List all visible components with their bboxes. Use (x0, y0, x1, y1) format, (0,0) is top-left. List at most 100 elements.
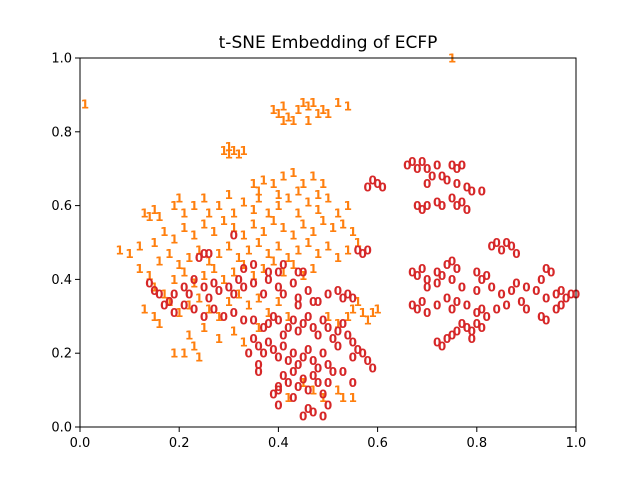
point-class-1: 1 (145, 210, 153, 224)
point-class-1: 1 (309, 96, 317, 110)
point-class-0: 0 (537, 273, 545, 287)
point-class-0: 0 (433, 159, 441, 173)
point-class-0: 0 (453, 295, 461, 309)
y-tick-label: 0.4 (51, 273, 72, 288)
point-class-0: 0 (294, 380, 302, 394)
y-tick-label: 1.0 (51, 52, 72, 67)
point-class-1: 1 (244, 243, 252, 257)
point-class-0: 0 (344, 328, 352, 342)
point-class-0: 0 (230, 229, 238, 243)
point-class-1: 1 (205, 254, 213, 268)
point-class-0: 0 (289, 391, 297, 405)
point-class-0: 0 (264, 317, 272, 331)
point-class-0: 0 (423, 280, 431, 294)
point-class-0: 0 (274, 280, 282, 294)
point-class-1: 1 (279, 170, 287, 184)
point-class-0: 0 (453, 325, 461, 339)
point-class-0: 0 (359, 247, 367, 261)
point-class-0: 0 (324, 288, 332, 302)
point-class-0: 0 (249, 313, 257, 327)
point-class-1: 1 (235, 288, 243, 302)
point-class-0: 0 (165, 295, 173, 309)
point-class-1: 1 (150, 280, 158, 294)
point-class-0: 0 (304, 310, 312, 324)
y-tick-label: 0.6 (51, 199, 72, 214)
point-class-1: 1 (249, 218, 257, 232)
point-class-1: 1 (319, 103, 327, 117)
point-class-0: 0 (249, 258, 257, 272)
point-class-0: 0 (339, 365, 347, 379)
point-class-0: 0 (269, 343, 277, 357)
point-class-1: 1 (215, 310, 223, 324)
point-class-1: 1 (289, 114, 297, 128)
point-class-1: 1 (349, 225, 357, 239)
point-class-0: 0 (254, 358, 262, 372)
point-class-0: 0 (324, 398, 332, 412)
point-class-1: 1 (150, 310, 158, 324)
point-class-1: 1 (185, 251, 193, 265)
point-class-1: 1 (185, 299, 193, 313)
point-class-1: 1 (190, 277, 198, 291)
point-class-0: 0 (274, 313, 282, 327)
point-class-0: 0 (453, 199, 461, 213)
point-class-1: 1 (334, 251, 342, 265)
point-class-0: 0 (512, 247, 520, 261)
point-class-1: 1 (254, 236, 262, 250)
point-class-0: 0 (230, 306, 238, 320)
point-class-0: 0 (463, 181, 471, 195)
point-class-1: 1 (195, 350, 203, 364)
point-class-1: 1 (274, 240, 282, 254)
point-class-0: 0 (170, 288, 178, 302)
point-class-0: 0 (244, 347, 252, 361)
point-class-1: 1 (294, 184, 302, 198)
point-class-0: 0 (264, 266, 272, 280)
point-class-1: 1 (309, 262, 317, 276)
point-class-0: 0 (438, 199, 446, 213)
point-class-0: 0 (314, 295, 322, 309)
point-class-1: 1 (254, 321, 262, 335)
point-class-0: 0 (309, 354, 317, 368)
point-class-0: 0 (473, 317, 481, 331)
point-class-0: 0 (453, 162, 461, 176)
point-class-1: 1 (165, 247, 173, 261)
point-class-1: 1 (294, 103, 302, 117)
point-class-0: 0 (264, 336, 272, 350)
point-class-1: 1 (344, 99, 352, 113)
point-class-0: 0 (284, 321, 292, 335)
point-class-0: 0 (562, 291, 570, 305)
point-class-0: 0 (289, 365, 297, 379)
point-class-1: 1 (220, 144, 228, 158)
point-class-0: 0 (180, 299, 188, 313)
point-class-1: 1 (289, 166, 297, 180)
point-class-1: 1 (175, 306, 183, 320)
point-class-0: 0 (145, 277, 153, 291)
point-class-0: 0 (373, 177, 381, 191)
point-class-1: 1 (249, 269, 257, 283)
point-class-0: 0 (299, 266, 307, 280)
point-class-0: 0 (458, 159, 466, 173)
point-class-1: 1 (180, 206, 188, 220)
point-class-1: 1 (344, 310, 352, 324)
point-class-0: 0 (463, 203, 471, 217)
point-class-0: 0 (433, 299, 441, 313)
point-class-0: 0 (473, 284, 481, 298)
point-class-0: 0 (309, 406, 317, 420)
point-class-1: 1 (254, 184, 262, 198)
point-class-0: 0 (463, 299, 471, 313)
point-class-1: 1 (155, 210, 163, 224)
point-class-1: 1 (269, 177, 277, 191)
point-class-0: 0 (324, 321, 332, 335)
point-class-0: 0 (517, 295, 525, 309)
point-class-0: 0 (408, 299, 416, 313)
point-class-0: 0 (368, 173, 376, 187)
point-class-1: 1 (274, 107, 282, 121)
point-class-0: 0 (329, 365, 337, 379)
point-class-1: 1 (284, 192, 292, 206)
point-class-1: 1 (364, 313, 372, 327)
point-class-1: 1 (125, 247, 133, 261)
point-class-0: 0 (418, 262, 426, 276)
point-class-1: 1 (304, 114, 312, 128)
point-class-0: 0 (289, 347, 297, 361)
point-class-1: 1 (259, 262, 267, 276)
point-class-1: 1 (359, 306, 367, 320)
